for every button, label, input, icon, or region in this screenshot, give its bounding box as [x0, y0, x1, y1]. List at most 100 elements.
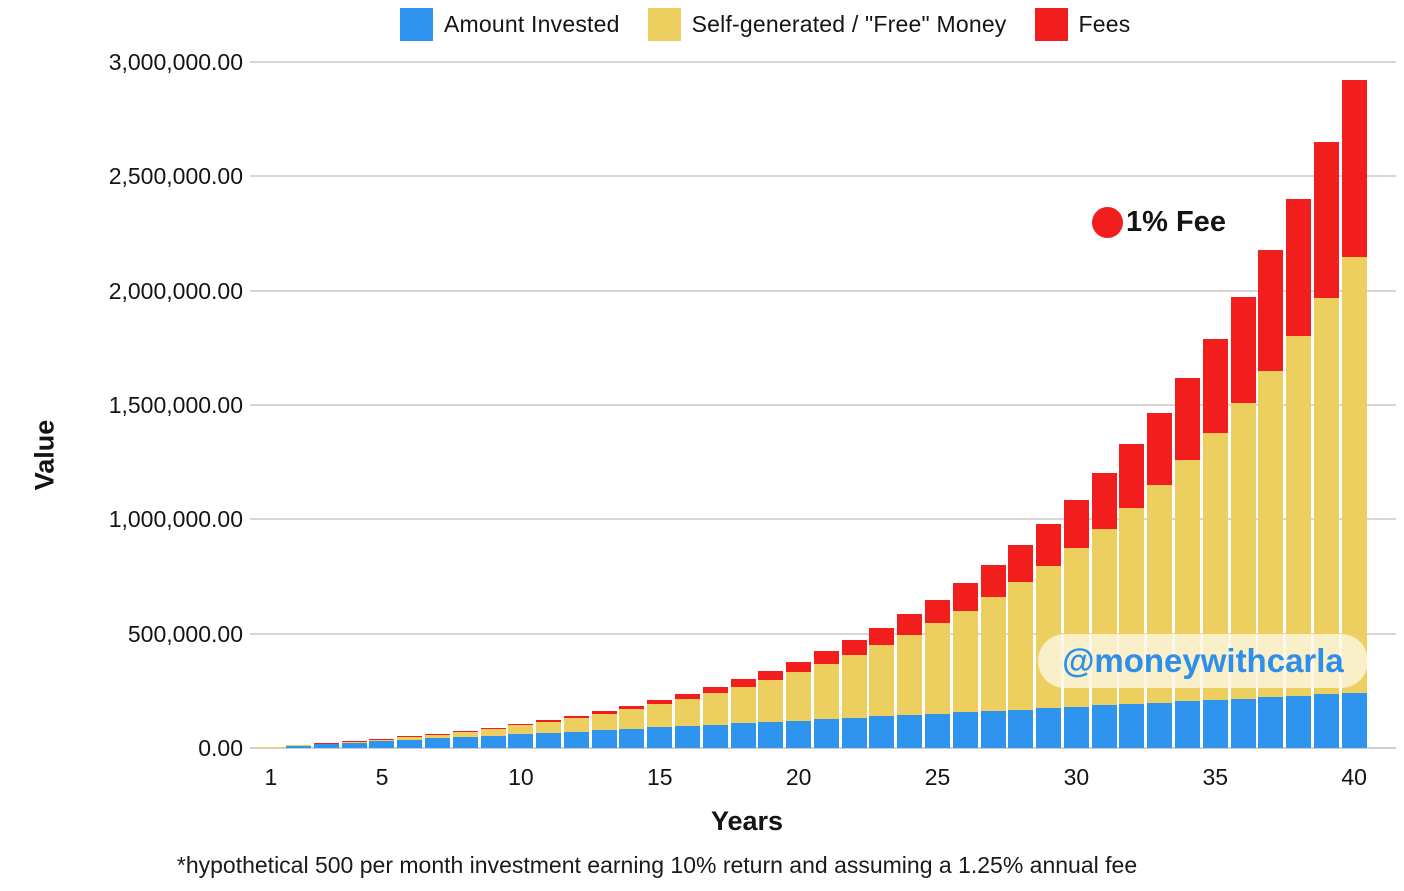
bar-segment-year26 — [952, 583, 978, 611]
bar-segment-year16 — [675, 726, 700, 748]
bar-segment-year11 — [536, 732, 562, 748]
bar-segment-year4 — [341, 742, 367, 748]
bar-segment-year39 — [1313, 298, 1339, 695]
fee-annotation-label: 1% Fee — [1126, 206, 1226, 238]
bar-segment-year19 — [758, 721, 784, 748]
bar-segment-year26 — [952, 712, 978, 748]
legend-item: Amount Invested — [400, 8, 620, 41]
bar-segment-year37 — [1258, 697, 1284, 748]
bar-segment-year27 — [980, 597, 1006, 711]
bar-segment-year28 — [1008, 545, 1034, 583]
legend-item: Fees — [1034, 8, 1131, 41]
bar-segment-year12 — [563, 715, 589, 719]
bar-segment-year18 — [730, 679, 756, 687]
bar-segment-year7 — [425, 734, 451, 739]
bar-segment-year11 — [536, 721, 562, 733]
bar-segment-year8 — [452, 731, 478, 738]
bar-segment-year37 — [1258, 249, 1284, 372]
bar-segment-year21 — [813, 664, 839, 720]
gridline-2000000 — [250, 289, 1396, 292]
gridline-0 — [250, 747, 1396, 749]
bar-segment-year17 — [702, 724, 728, 748]
bar-segment-year5 — [369, 739, 395, 742]
bar-segment-year1 — [258, 746, 284, 748]
bar-segment-year6 — [397, 739, 423, 748]
x-axis-title: Years — [710, 806, 784, 836]
bar-segment-year30 — [1063, 706, 1089, 748]
bar-segment-year24 — [897, 634, 923, 716]
gridline-3000000 — [250, 61, 1396, 63]
bar-segment-year21 — [813, 719, 839, 748]
bar-segment-year32 — [1119, 444, 1145, 508]
y-axis-tick-label: 500,000.00 — [127, 620, 243, 647]
bar-segment-year11 — [536, 720, 562, 722]
legend-swatch-icon — [1034, 8, 1068, 41]
bar-segment-year25 — [924, 623, 950, 714]
x-axis-tick-label: 5 — [375, 764, 389, 790]
bar-segment-year33 — [1147, 702, 1173, 748]
legend-label: Amount Invested — [444, 11, 620, 37]
bar-segment-year3 — [313, 743, 339, 744]
legend-swatch-icon — [647, 8, 681, 41]
bar-segment-year16 — [675, 699, 700, 727]
bar-segment-year4 — [341, 741, 367, 743]
bar-segment-year39 — [1313, 142, 1339, 299]
red-dot-icon — [1092, 207, 1123, 238]
bar-segment-year29 — [1036, 523, 1062, 566]
gridline-500000 — [250, 632, 1396, 635]
bar-segment-year16 — [675, 693, 700, 700]
bar-segment-year9 — [480, 727, 506, 729]
bar-segment-year9 — [480, 735, 506, 748]
legend: Amount Invested Self-generated / "Free" M… — [400, 8, 1130, 41]
bar-segment-year40 — [1341, 256, 1367, 694]
bar-segment-year22 — [841, 655, 867, 718]
bar-segment-year12 — [563, 731, 589, 748]
bar-segment-year14 — [619, 705, 645, 710]
bar-segment-year32 — [1119, 704, 1145, 748]
bar-segment-year8 — [452, 737, 478, 748]
bar-segment-year36 — [1230, 296, 1256, 404]
bar-segment-year26 — [952, 610, 978, 713]
bar-segment-year3 — [313, 743, 339, 748]
legend-swatch-icon — [400, 8, 433, 41]
bar-segment-year21 — [813, 651, 839, 665]
bar-segment-year6 — [397, 736, 423, 740]
gridline-1500000 — [250, 404, 1396, 406]
bar-segment-year20 — [786, 720, 812, 748]
bar-segment-year15 — [647, 700, 673, 705]
bar-segment-year15 — [647, 727, 673, 748]
bar-segment-year28 — [1008, 582, 1034, 710]
watermark-handle: @moneywithcarla — [1062, 642, 1344, 679]
bar-segment-year17 — [702, 686, 728, 694]
bar-segment-year13 — [591, 710, 617, 714]
y-axis-tick-label: 1,000,000.00 — [108, 506, 243, 533]
bar-segment-year13 — [591, 713, 617, 731]
bar-segment-year23 — [869, 716, 895, 748]
legend-item: Self-generated / "Free" Money — [647, 8, 1007, 41]
y-axis-tick-label: 3,000,000.00 — [108, 49, 243, 75]
x-axis-tick-label: 15 — [646, 764, 673, 790]
watermark-pill: @moneywithcarla — [1038, 634, 1368, 688]
x-axis-tick-label: 40 — [1341, 764, 1367, 790]
bar-segment-year13 — [591, 730, 617, 748]
bar-segment-year35 — [1202, 699, 1228, 748]
bar-segment-year23 — [869, 645, 895, 717]
bar-segment-year23 — [869, 627, 895, 646]
y-axis-title: Value — [29, 419, 60, 491]
x-axis-tick-label: 20 — [785, 764, 812, 790]
footnote: *hypothetical 500 per month investment e… — [176, 852, 1138, 878]
bar-segment-year34 — [1174, 377, 1200, 461]
bar-segment-year15 — [647, 704, 673, 728]
bar-segment-year36 — [1230, 698, 1256, 748]
bar-segment-year18 — [730, 723, 756, 748]
bar-segment-year25 — [924, 713, 950, 748]
bar-segment-year40 — [1341, 693, 1367, 748]
gridline-1000000 — [250, 518, 1396, 521]
legend-label: Fees — [1078, 11, 1131, 37]
bar-segment-year18 — [730, 686, 756, 724]
y-axis-tick-label: 2,500,000.00 — [108, 163, 243, 190]
bar-segment-year33 — [1147, 412, 1173, 485]
bar-segment-year2 — [286, 745, 312, 748]
bar-segment-year31 — [1091, 473, 1117, 529]
